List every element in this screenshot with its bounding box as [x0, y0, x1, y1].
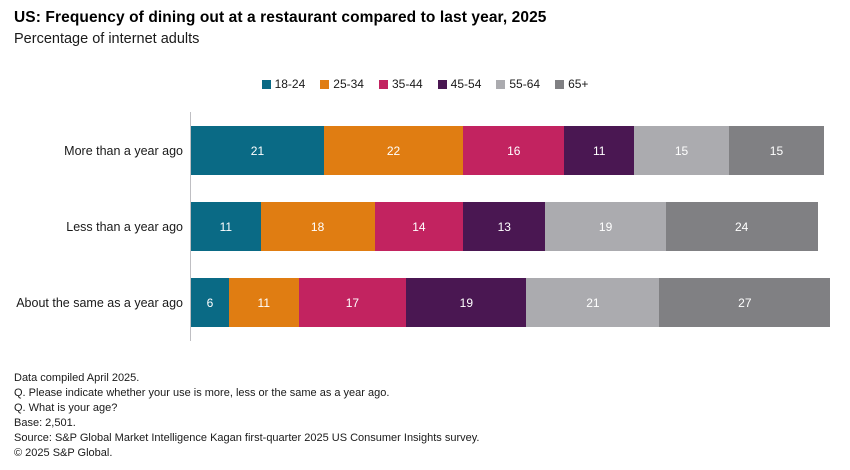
chart-row: About the same as a year ago 6 11 17 19 21 27: [0, 278, 831, 327]
legend-item: 18-24: [261, 77, 306, 91]
bar-segment: 14: [374, 202, 464, 251]
stacked-bar: 11 18 14 13 19 24: [191, 202, 818, 251]
bar-value-label: 17: [345, 295, 360, 310]
legend-label: 25-34: [333, 77, 364, 91]
bar-value-label: 15: [769, 143, 784, 158]
bar-segment: 22: [323, 126, 464, 175]
legend-label: 45-54: [450, 77, 482, 91]
bar-segment: 11: [228, 278, 299, 327]
page-title: US: Frequency of dining out at a restaur…: [14, 9, 547, 26]
bar-segment: 18: [260, 202, 375, 251]
page-subtitle: Percentage of internet adults: [14, 31, 200, 47]
stacked-bar-chart: More than a year ago 21 22 16 11 15 15 Less tha…: [0, 112, 850, 341]
legend-swatch: [261, 79, 271, 89]
category-label: More than a year ago: [64, 143, 183, 158]
footnote-line: Source: S&P Global Market Intelligence K…: [14, 432, 480, 444]
bar-segment: 11: [191, 202, 261, 251]
bar-value-label: 6: [206, 295, 214, 310]
chart-legend: 18-24 25-34 35-44 45-54 55-64 65+: [0, 77, 850, 91]
legend-label: 18-24: [274, 77, 306, 91]
bar-value-label: 15: [674, 143, 689, 158]
legend-item: 65+: [555, 77, 588, 91]
bar-segment: 19: [406, 278, 527, 327]
legend-item: 45-54: [437, 77, 482, 91]
bar-segment: 11: [564, 126, 635, 175]
bar-segment: 21: [191, 126, 324, 175]
footnote-line: Base: 2,501.: [14, 417, 76, 429]
bar-value-label: 19: [598, 219, 613, 234]
bar-segment: 17: [298, 278, 407, 327]
legend-swatch: [320, 79, 330, 89]
bar-segment: 15: [634, 126, 729, 175]
legend-swatch: [555, 79, 565, 89]
bar-value-label: 19: [459, 295, 474, 310]
category-label: About the same as a year ago: [16, 295, 183, 310]
bar-segment: 15: [729, 126, 824, 175]
bar-value-label: 14: [412, 219, 426, 234]
legend-swatch: [437, 79, 447, 89]
chart-row: Less than a year ago 11 18 14 13 19 24: [0, 202, 818, 251]
bar-segment: 24: [665, 202, 818, 251]
chart-row: More than a year ago 21 22 16 11 15 15: [0, 126, 824, 175]
bar-value-label: 11: [219, 219, 233, 234]
legend-swatch: [378, 79, 388, 89]
bar-value-label: 13: [497, 219, 511, 234]
bar-segment: 21: [526, 278, 660, 327]
bar-value-label: 11: [257, 295, 271, 310]
bar-value-label: 22: [386, 143, 401, 158]
legend-item: 55-64: [496, 77, 540, 91]
legend-label: 55-64: [509, 77, 541, 91]
bar-segment: 27: [659, 278, 831, 327]
footnote-line: © 2025 S&P Global.: [14, 447, 113, 459]
bar-value-label: 11: [593, 143, 606, 158]
legend-label: 35-44: [391, 77, 423, 91]
legend-item: 35-44: [378, 77, 423, 91]
legend-label: 65+: [568, 77, 589, 91]
stacked-bar: 6 11 17 19 21 27: [191, 278, 831, 327]
y-axis-line: [190, 112, 191, 341]
bar-segment: 6: [191, 278, 229, 327]
category-label: Less than a year ago: [66, 219, 183, 234]
bar-value-label: 21: [586, 295, 600, 310]
bar-segment: 16: [463, 126, 565, 175]
bar-value-label: 16: [507, 143, 521, 158]
bar-value-label: 21: [250, 143, 265, 158]
bar-value-label: 24: [734, 219, 749, 234]
legend-item: 25-34: [320, 77, 364, 91]
legend-swatch: [496, 79, 506, 89]
footnote-line: Data compiled April 2025.: [14, 372, 140, 384]
footnote-line: Q. Please indicate whether your use is m…: [14, 387, 390, 399]
footnote-line: Q. What is your age?: [14, 402, 118, 414]
bar-segment: 13: [463, 202, 546, 251]
footnotes: Data compiled April 2025. Q. Please indic…: [14, 371, 480, 461]
bar-value-label: 27: [738, 295, 752, 310]
bar-segment: 19: [545, 202, 666, 251]
stacked-bar: 21 22 16 11 15 15: [191, 126, 824, 175]
bar-value-label: 18: [310, 219, 325, 234]
